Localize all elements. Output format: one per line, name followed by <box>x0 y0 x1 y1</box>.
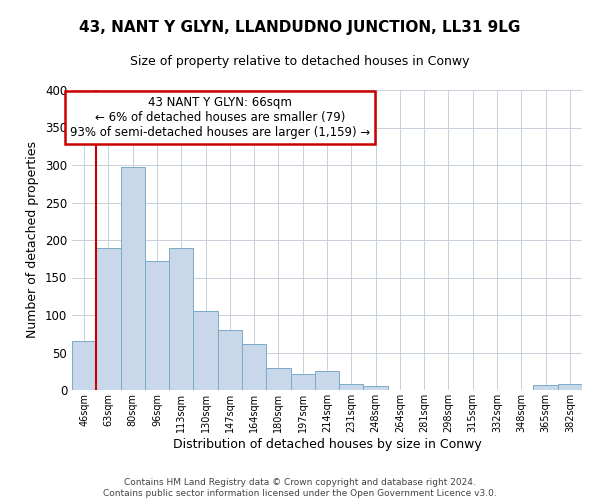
Bar <box>218 330 242 390</box>
X-axis label: Distribution of detached houses by size in Conwy: Distribution of detached houses by size … <box>173 438 481 450</box>
Text: Contains HM Land Registry data © Crown copyright and database right 2024.
Contai: Contains HM Land Registry data © Crown c… <box>103 478 497 498</box>
Bar <box>242 344 266 390</box>
Bar <box>558 384 582 390</box>
Bar <box>364 386 388 390</box>
Bar <box>193 311 218 390</box>
Bar <box>169 248 193 390</box>
Text: 43 NANT Y GLYN: 66sqm
← 6% of detached houses are smaller (79)
93% of semi-detac: 43 NANT Y GLYN: 66sqm ← 6% of detached h… <box>70 96 370 139</box>
Bar <box>96 248 121 390</box>
Bar <box>145 261 169 390</box>
Bar <box>72 341 96 390</box>
Text: 43, NANT Y GLYN, LLANDUDNO JUNCTION, LL31 9LG: 43, NANT Y GLYN, LLANDUDNO JUNCTION, LL3… <box>79 20 521 35</box>
Bar <box>315 371 339 390</box>
Y-axis label: Number of detached properties: Number of detached properties <box>26 142 40 338</box>
Text: Size of property relative to detached houses in Conwy: Size of property relative to detached ho… <box>130 55 470 68</box>
Bar <box>121 167 145 390</box>
Bar <box>266 368 290 390</box>
Bar <box>339 384 364 390</box>
Bar <box>290 374 315 390</box>
Bar <box>533 385 558 390</box>
